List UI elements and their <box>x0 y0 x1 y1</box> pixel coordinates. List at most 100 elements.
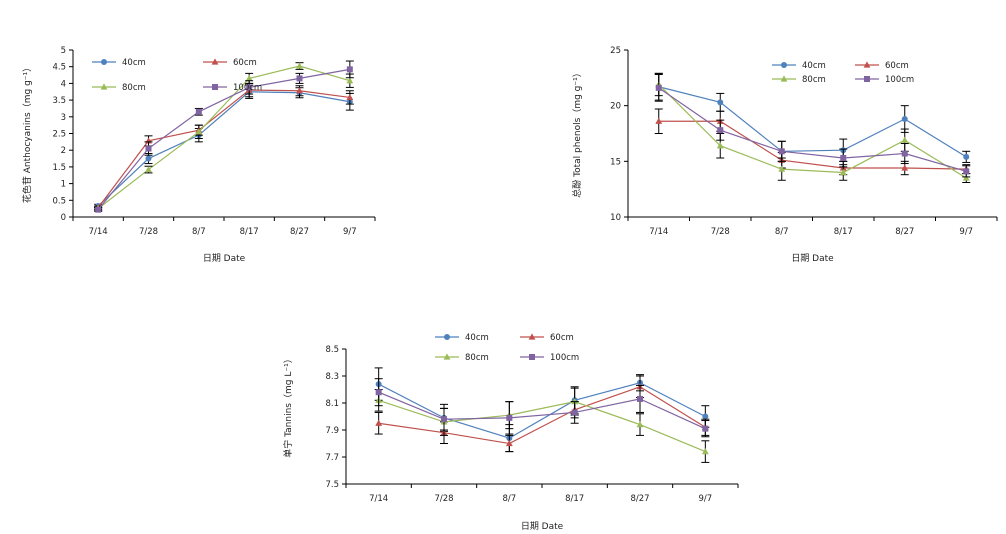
y-tick-label: 5 <box>61 46 66 56</box>
data-point <box>701 448 709 455</box>
data-point <box>346 77 354 84</box>
y-tick-label: 7.7 <box>325 453 339 463</box>
legend-label: 60cm <box>885 61 909 71</box>
legend-label: 80cm <box>465 353 489 363</box>
data-point <box>963 168 970 175</box>
x-tick-label: 7/14 <box>89 227 108 237</box>
y-tick-label: 20 <box>610 102 621 112</box>
series-line <box>658 86 967 158</box>
series-line <box>97 89 350 209</box>
legend-marker <box>212 84 218 90</box>
chart-3: 7.5 7.7 7.9 8.1 8.3 8.5 7/14 7/28 8/7 8/17 8/27 9/7… <box>282 333 739 532</box>
y-tick-label: 8.1 <box>325 399 339 409</box>
data-point <box>375 419 383 426</box>
series-line <box>378 399 706 453</box>
x-tick-label: 7/28 <box>139 227 158 237</box>
chart-1: 0 0.5 1 1.5 2 2.5 3 3.5 4 4.5 5 7/14 7/28 8/7 8/17 8/27… <box>21 46 376 264</box>
legend-label: 40cm <box>802 61 826 71</box>
series-line <box>97 68 350 211</box>
data-point <box>963 153 970 160</box>
x-axis-label: 日期 Date <box>791 253 834 264</box>
x-tick-label: 7/14 <box>649 227 668 237</box>
y-tick-label: 0.5 <box>52 196 66 206</box>
legend: 40cm 60cm 80cm 100cm <box>435 333 579 363</box>
y-axis-label: 总酚 Total phenols（mg g⁻¹） <box>571 68 583 198</box>
x-axis-label: 日期 Date <box>521 521 564 532</box>
data-point <box>245 74 253 81</box>
y-tick-label: 2 <box>61 146 66 156</box>
series-60cm <box>374 375 710 453</box>
x-tick-label: 8/7 <box>192 227 206 237</box>
series-line <box>378 391 706 430</box>
y-tick-label: 4.5 <box>52 63 66 73</box>
data-point <box>95 206 102 213</box>
y-tick-label: 3 <box>61 113 66 123</box>
series-80cm <box>654 72 971 183</box>
x-tick-label: 8/7 <box>775 227 789 237</box>
series-100cm <box>94 60 354 213</box>
data-point <box>655 117 663 124</box>
data-point <box>346 66 353 73</box>
legend-label: 80cm <box>802 75 826 85</box>
data-point <box>717 127 724 134</box>
series-line <box>97 65 351 210</box>
data-point <box>637 395 643 402</box>
data-point <box>195 128 203 135</box>
data-point <box>145 165 152 173</box>
y-tick-label: 1 <box>61 180 66 190</box>
series-100cm <box>374 378 710 438</box>
y-tick-label: 7.5 <box>325 480 339 490</box>
series-line <box>658 120 967 170</box>
data-point <box>778 165 786 172</box>
x-tick-label: 8/27 <box>290 227 309 237</box>
data-point <box>246 84 253 91</box>
y-tick-label: 3.5 <box>52 96 66 106</box>
data-point <box>636 421 644 428</box>
legend-label: 80cm <box>122 83 146 93</box>
data-point <box>839 168 847 176</box>
series-line <box>658 84 967 179</box>
series-60cm <box>94 82 354 211</box>
data-point <box>296 62 303 69</box>
series-40cm <box>94 84 354 209</box>
y-tick-label: 2.5 <box>52 130 66 140</box>
y-tick-label: 4 <box>61 79 66 89</box>
legend-marker <box>529 354 535 360</box>
data-point <box>346 93 354 101</box>
x-tick-label: 9/7 <box>959 227 973 237</box>
data-point <box>296 75 303 82</box>
data-point <box>901 150 908 157</box>
data-point <box>145 155 152 162</box>
legend-label: 60cm <box>550 333 574 343</box>
series-80cm <box>94 62 354 212</box>
y-tick-label: 8.3 <box>325 372 339 382</box>
data-point <box>702 413 709 420</box>
y-tick-label: 15 <box>610 157 621 167</box>
x-tick-label: 7/28 <box>434 494 453 504</box>
x-tick-label: 8/17 <box>565 494 584 504</box>
data-point <box>296 87 303 94</box>
data-point <box>716 142 724 149</box>
series-line <box>97 91 350 207</box>
x-tick-label: 8/7 <box>502 494 516 504</box>
data-point <box>505 439 513 447</box>
x-tick-label: 9/7 <box>343 227 357 237</box>
y-tick-label: 10 <box>610 213 621 223</box>
data-point <box>195 108 202 115</box>
legend: 40cm 60cm 80cm 100cm <box>92 58 262 93</box>
y-tick-label: 0 <box>61 213 66 223</box>
y-tick-label: 25 <box>610 46 621 56</box>
data-point <box>840 154 847 161</box>
data-point <box>506 414 513 421</box>
data-point <box>655 84 662 91</box>
data-point <box>717 99 724 106</box>
y-axis-label: 花色苷 Anthocyanins（mg g⁻¹） <box>21 63 33 203</box>
x-tick-label: 8/17 <box>834 227 853 237</box>
legend-label: 60cm <box>233 58 257 68</box>
legend-marker <box>211 58 219 65</box>
y-tick-label: 8.5 <box>325 345 339 355</box>
legend-marker <box>780 75 788 82</box>
y-tick-label: 7.9 <box>325 426 339 436</box>
series-40cm <box>374 367 710 453</box>
